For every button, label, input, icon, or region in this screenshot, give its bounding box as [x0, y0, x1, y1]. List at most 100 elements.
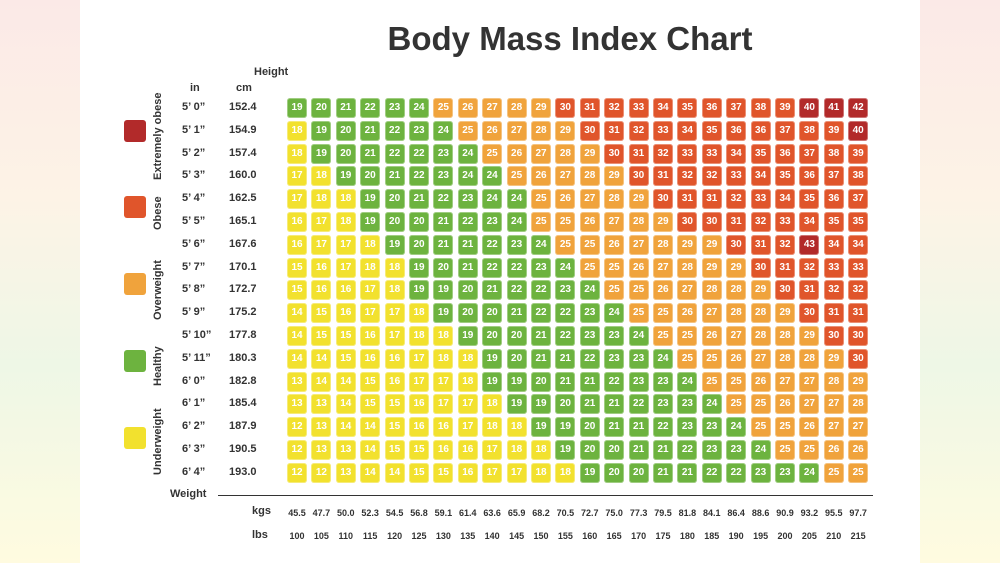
bmi-cell: 16	[409, 417, 429, 438]
bmi-cell: 23	[579, 303, 600, 324]
bmi-cell: 16	[360, 326, 381, 346]
bmi-cell: 27	[677, 280, 698, 301]
bmi-cell: 17	[409, 348, 429, 369]
height-cm-label: 185.4	[229, 397, 257, 410]
bmi-cell: 22	[653, 417, 673, 438]
weight-kgs-tick: 95.5	[825, 508, 843, 518]
bmi-cell: 13	[311, 417, 332, 438]
bmi-cell: 24	[409, 98, 429, 118]
bmi-cell: 36	[701, 98, 722, 118]
bmi-cell: 22	[628, 394, 649, 415]
bmi-cell: 27	[701, 303, 722, 324]
bmi-cell: 25	[726, 371, 747, 392]
weight-axis-label: Weight	[170, 488, 207, 500]
bmi-cell: 20	[506, 348, 527, 369]
bmi-cell: 28	[701, 280, 722, 301]
bmi-cell: 30	[555, 98, 576, 118]
bmi-cell: 24	[653, 348, 673, 369]
bmi-cell: 35	[775, 166, 795, 187]
bmi-cell: 20	[384, 212, 405, 232]
bmi-cell: 28	[531, 120, 551, 141]
bmi-cell: 23	[677, 394, 698, 415]
bmi-cell: 17	[287, 189, 307, 210]
bmi-cell: 19	[433, 303, 454, 324]
bmi-cell: 18	[482, 417, 503, 438]
bmi-cell: 22	[384, 120, 405, 141]
weight-kgs-tick: 61.4	[459, 508, 477, 518]
bmi-cell: 37	[726, 98, 747, 118]
bmi-cell: 23	[604, 326, 625, 346]
weight-kgs-tick: 81.8	[678, 508, 697, 518]
bmi-cell: 19	[409, 257, 429, 278]
weight-lbs-tick: 160	[582, 531, 598, 541]
bmi-cell: 20	[335, 143, 356, 164]
weight-kgs-tick: 84.1	[703, 508, 721, 518]
bmi-cell: 21	[604, 394, 625, 415]
bmi-cell: 18	[335, 189, 356, 210]
bmi-cell: 21	[531, 348, 551, 369]
bmi-cell: 24	[555, 257, 576, 278]
bmi-cell: 31	[848, 303, 869, 324]
weight-lbs-tick: 200	[777, 531, 793, 541]
bmi-cell: 17	[409, 371, 429, 392]
bmi-cell: 30	[775, 280, 795, 301]
bmi-cell: 22	[604, 371, 625, 392]
bmi-cell: 27	[799, 371, 820, 392]
bmi-cell: 28	[775, 326, 795, 346]
height-cm-label: 175.2	[229, 306, 257, 319]
bmi-cell: 23	[750, 462, 771, 483]
bmi-cell: 19	[433, 280, 454, 301]
weight-lbs-tick: 210	[826, 531, 842, 541]
height-cm-label: 154.9	[229, 123, 257, 136]
bmi-cell: 19	[384, 234, 405, 255]
bmi-cell: 21	[604, 417, 625, 438]
bmi-cell: 18	[482, 394, 503, 415]
bmi-cell: 14	[287, 303, 307, 324]
bmi-cell: 17	[433, 371, 454, 392]
bmi-cell: 28	[506, 98, 527, 118]
bmi-cell: 19	[579, 462, 600, 483]
bmi-cell: 16	[433, 417, 454, 438]
bmi-cell: 18	[555, 462, 576, 483]
bmi-cell: 21	[579, 394, 600, 415]
bmi-cell: 28	[726, 280, 747, 301]
bmi-cell: 13	[311, 394, 332, 415]
bmi-cell: 29	[750, 280, 771, 301]
bmi-cell: 15	[287, 257, 307, 278]
bmi-cell: 18	[409, 303, 429, 324]
legend-label: Overweight	[152, 260, 164, 320]
bmi-cell: 29	[579, 143, 600, 164]
bmi-cell: 23	[457, 189, 478, 210]
bmi-cell: 14	[360, 417, 381, 438]
bmi-cell: 16	[335, 280, 356, 301]
bmi-cell: 26	[531, 166, 551, 187]
bmi-cell: 32	[628, 120, 649, 141]
bmi-cell: 18	[311, 166, 332, 187]
bmi-cell: 20	[506, 326, 527, 346]
legend-swatch	[124, 196, 146, 218]
bmi-cell: 28	[555, 143, 576, 164]
bmi-cell: 18	[506, 417, 527, 438]
bmi-cell: 21	[653, 462, 673, 483]
bmi-cell: 15	[360, 394, 381, 415]
bmi-cell: 25	[653, 326, 673, 346]
bmi-cell: 28	[628, 212, 649, 232]
bmi-cell: 31	[799, 280, 820, 301]
bmi-cell: 19	[360, 189, 381, 210]
bmi-cell: 23	[628, 371, 649, 392]
weight-lbs-tick: 100	[289, 531, 305, 541]
bmi-cell: 26	[457, 98, 478, 118]
bmi-cell: 36	[726, 120, 747, 141]
weight-lbs-tick: 175	[655, 531, 671, 541]
bmi-cell: 32	[823, 280, 844, 301]
bmi-cell: 29	[604, 166, 625, 187]
bmi-cell: 23	[701, 417, 722, 438]
height-cm-label: 177.8	[229, 329, 257, 341]
bmi-cell: 28	[677, 257, 698, 278]
bmi-cell: 27	[653, 257, 673, 278]
bmi-cell: 28	[775, 348, 795, 369]
bmi-cell: 23	[775, 462, 795, 483]
bmi-cell: 19	[311, 143, 332, 164]
bmi-cell: 30	[677, 212, 698, 232]
bmi-cell: 18	[531, 462, 551, 483]
